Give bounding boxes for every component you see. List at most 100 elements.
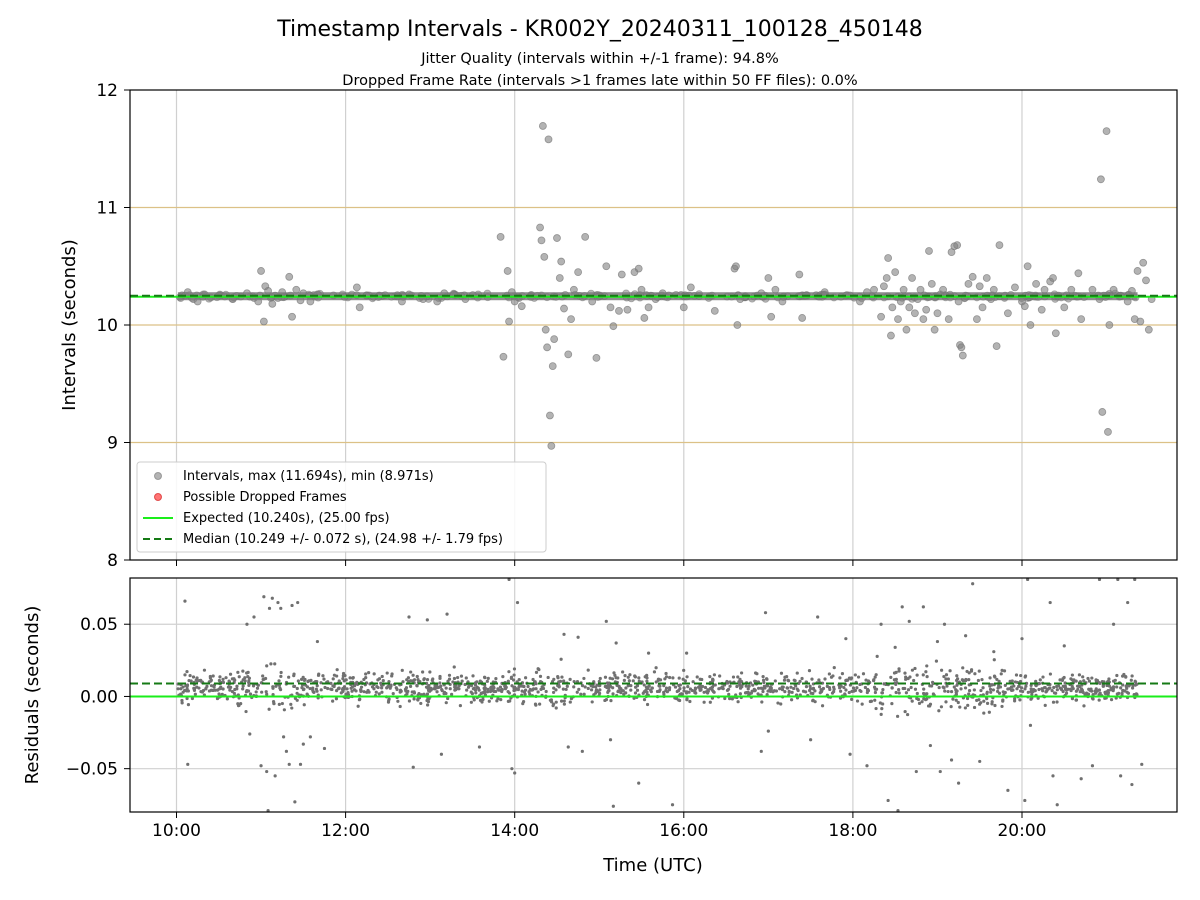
residual-point	[341, 686, 345, 691]
residual-point	[1063, 687, 1068, 691]
residual-point	[990, 700, 994, 704]
residual-point	[949, 705, 953, 709]
interval-point	[1133, 267, 1142, 275]
residual-point	[372, 672, 376, 676]
residual-point	[1052, 685, 1056, 690]
residual-point	[855, 699, 860, 703]
interval-point	[1123, 297, 1132, 306]
residual-point	[562, 679, 566, 683]
residual-point	[744, 684, 748, 688]
residual-point	[523, 692, 527, 696]
residual-point	[635, 688, 640, 692]
residual-point	[904, 675, 908, 679]
residual-point	[211, 674, 215, 678]
residual-point	[415, 684, 419, 688]
residual-point	[954, 688, 958, 692]
residual-point	[261, 674, 265, 678]
residual-point	[426, 703, 430, 707]
residual-point	[218, 675, 222, 679]
residual-point	[193, 692, 197, 696]
residual-point	[1115, 685, 1119, 689]
interval-point	[569, 285, 578, 294]
residual-point	[1000, 704, 1004, 709]
residual-point	[903, 686, 907, 691]
residual-point	[761, 678, 766, 682]
residual-point	[893, 681, 897, 685]
residual-point	[501, 675, 505, 679]
residual-point	[190, 696, 194, 701]
residual-point	[528, 692, 532, 696]
residual-point	[332, 684, 336, 689]
residual-point	[712, 673, 717, 677]
residual-point	[710, 685, 714, 689]
residual-point	[536, 690, 540, 694]
residual-point	[266, 808, 270, 813]
interval-point	[930, 325, 939, 334]
interval-point	[1128, 287, 1136, 295]
residual-point	[1015, 687, 1019, 691]
residual-point	[387, 684, 391, 688]
interval-point	[1142, 276, 1150, 285]
residual-point	[1082, 679, 1086, 683]
residual-point	[1130, 686, 1135, 690]
residual-point	[504, 685, 508, 689]
residual-point	[912, 678, 916, 683]
residual-point	[447, 673, 452, 677]
interval-point	[820, 288, 829, 297]
residual-point	[512, 673, 516, 677]
residual-point	[861, 672, 866, 676]
residual-point	[546, 675, 550, 680]
interval-point	[550, 335, 559, 344]
residual-point	[226, 685, 231, 689]
residual-point	[937, 685, 941, 690]
residual-point	[345, 687, 349, 691]
interval-point	[1020, 302, 1029, 311]
residual-point	[410, 690, 414, 694]
interval-point	[957, 343, 966, 352]
residual-point	[221, 687, 225, 691]
residual-point	[247, 683, 251, 687]
residual-point	[807, 669, 812, 673]
residual-point	[219, 685, 223, 689]
residual-point	[622, 678, 626, 682]
residual-point	[1090, 764, 1095, 768]
residual-point	[296, 679, 300, 683]
residual-point	[778, 687, 782, 691]
residual-point	[1012, 684, 1016, 688]
interval-point	[264, 287, 272, 295]
intervals-y-tick-label: 9	[107, 434, 118, 454]
residual-point	[842, 685, 846, 690]
residual-point	[183, 688, 187, 693]
residual-point	[607, 689, 611, 693]
residual-point	[538, 674, 543, 678]
residual-point	[850, 697, 854, 701]
residual-point	[568, 677, 572, 681]
residual-point	[673, 685, 678, 689]
residual-point	[698, 688, 702, 692]
residual-point	[334, 697, 339, 701]
residual-point	[1123, 689, 1127, 693]
interval-point	[574, 268, 583, 277]
residual-point	[1011, 688, 1015, 692]
residual-point	[305, 685, 310, 689]
interval-point	[989, 285, 998, 294]
residual-point	[832, 689, 836, 694]
residual-point	[500, 689, 504, 694]
interval-point	[1004, 309, 1012, 318]
interval-point	[1136, 317, 1145, 326]
residual-point	[686, 684, 690, 689]
interval-point	[764, 274, 773, 282]
interval-point	[899, 285, 908, 294]
residual-point	[572, 679, 576, 684]
residual-point	[603, 675, 608, 679]
residual-point	[961, 666, 965, 670]
residual-point	[897, 669, 901, 673]
residual-point	[860, 702, 864, 706]
interval-point	[505, 317, 513, 326]
residual-point	[565, 684, 569, 688]
residual-point	[921, 605, 925, 609]
residual-point	[1017, 684, 1021, 688]
residual-point	[538, 702, 542, 706]
residual-point	[582, 692, 586, 696]
interval-point	[183, 288, 192, 297]
